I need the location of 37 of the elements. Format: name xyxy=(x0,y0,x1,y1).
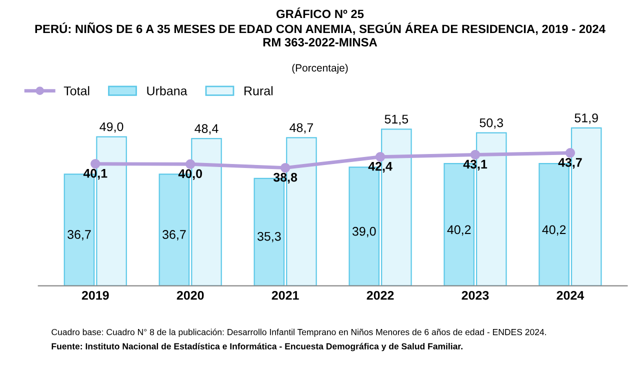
data-label: 36,7 xyxy=(68,230,91,240)
x-tick-label: 2022 xyxy=(366,290,394,300)
chart-title: GRÁFICO Nº 25 PERÚ: NIÑOS DE 6 A 35 MESES DE EDAD CON ANEMIA, SEGÚN ÁREA DE RESIDENCIA, 2019 - 2024 RM 363-2022-MINSA xyxy=(35,7,606,46)
text: Cuadro base: Cuadro N° 8 de la publicación: Desarrollo Infantil Temprano en Niños Menores de 6 años de edad - ENDES 2024. xyxy=(52,328,546,337)
data-label: 39,0 xyxy=(352,226,376,238)
chart-subtitle: (Porcentaje) xyxy=(292,64,348,74)
data-label: 40,0 xyxy=(178,169,202,180)
legend-label: Rural xyxy=(244,86,273,96)
x-tick-label: 2020 xyxy=(176,290,204,300)
data-label: 49,0 xyxy=(100,122,124,133)
point xyxy=(375,152,386,162)
data-label: 40,1 xyxy=(83,168,108,180)
data-label: 38,8 xyxy=(273,172,298,184)
source-note: Fuente: Instituto Nacional de Estadística e Informática - Encuesta Demográfica y de Salud Familiar. xyxy=(52,342,462,352)
point xyxy=(185,159,196,170)
data-label: 43,1 xyxy=(463,160,488,170)
point xyxy=(470,150,480,160)
data-label: 43,7 xyxy=(558,158,582,169)
point xyxy=(280,162,290,173)
data-label: 36,7 xyxy=(162,230,186,240)
x-tick-label: 2024 xyxy=(556,290,584,300)
data-label: 50,3 xyxy=(480,118,504,129)
data-label: 35,3 xyxy=(257,232,281,242)
data-label: 51,9 xyxy=(574,113,598,124)
x-tick-label: 2019 xyxy=(82,290,109,300)
x-tick-label: 2021 xyxy=(272,290,299,300)
data-label: 40,2 xyxy=(542,225,566,236)
legend-label: Urbana xyxy=(147,86,188,96)
data-label: 51,5 xyxy=(384,114,408,126)
data-label: 48,4 xyxy=(194,124,218,134)
point xyxy=(565,148,576,158)
data-label: 40,2 xyxy=(447,225,471,236)
data-label: 48,7 xyxy=(290,123,313,134)
data-label: 42,4 xyxy=(368,162,392,173)
legend-label: Total xyxy=(64,86,90,96)
point xyxy=(90,158,100,169)
x-tick-label: 2023 xyxy=(462,290,489,300)
